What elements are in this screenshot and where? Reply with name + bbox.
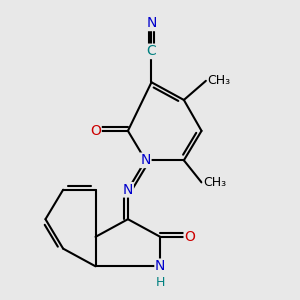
Text: N: N — [155, 259, 166, 273]
Text: N: N — [140, 153, 151, 167]
Text: N: N — [123, 183, 133, 197]
Text: N: N — [146, 16, 157, 30]
Text: CH₃: CH₃ — [203, 176, 226, 189]
Text: C: C — [147, 44, 156, 58]
Text: O: O — [184, 230, 195, 244]
Text: H: H — [156, 276, 165, 289]
Text: CH₃: CH₃ — [208, 74, 231, 87]
Text: O: O — [90, 124, 101, 138]
